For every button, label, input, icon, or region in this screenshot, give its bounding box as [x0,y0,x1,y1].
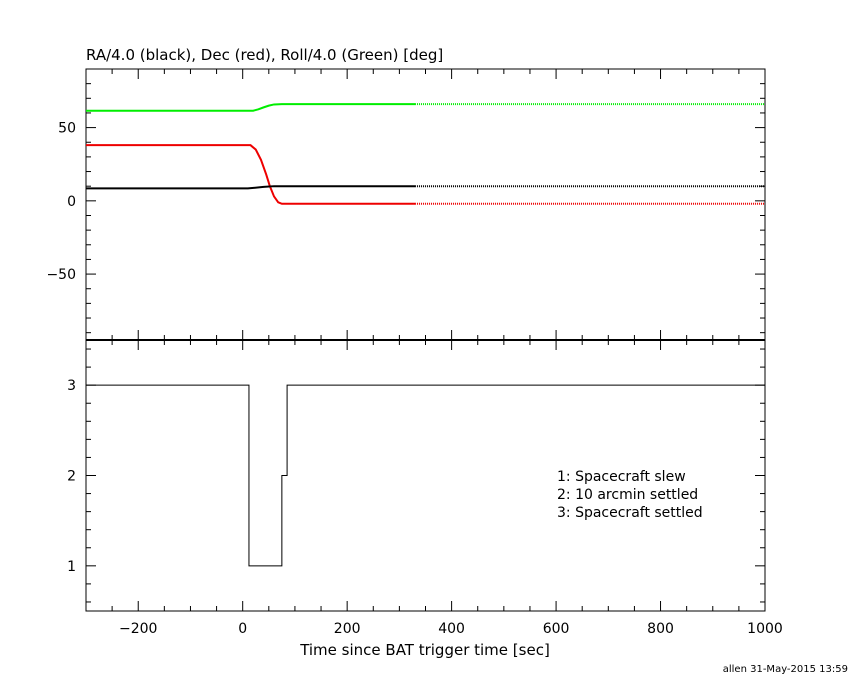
x-tick-label: 1000 [747,621,783,637]
x-tick-label: −200 [119,621,157,637]
top-series-line-1 [86,144,416,205]
top-series-group [86,103,765,205]
bottom-series-line-0 [86,384,765,567]
bottom-x-tick-labels: −200 0 200 400 600 800 1000 [119,621,783,637]
top-series-line-0 [86,103,416,112]
top-y-tick-label: 50 [58,121,76,137]
x-tick-label: 400 [438,621,465,637]
bottom-x-ticks [85,340,766,611]
top-series-line-2 [86,185,416,190]
top-panel: −50 0 50 RA/4.0 (black), Dec (red), Roll/4… [46,46,766,341]
x-tick-label: 200 [334,621,361,637]
x-tick-label: 800 [647,621,674,637]
bottom-y-tick-labels: 1 2 3 [67,378,76,575]
legend-entry-settled: 3: Spacecraft settled [557,505,703,521]
state-legend: 1: Spacecraft slew 2: 10 arcmin settled … [557,469,703,521]
top-y-tick-labels: −50 0 50 [46,121,76,283]
x-tick-label: 0 [238,621,247,637]
bottom-y-tick-label: 1 [67,559,76,575]
bottom-series-group [86,384,765,567]
legend-entry-slew: 1: Spacecraft slew [557,469,686,485]
footer-credit: allen 31-May-2015 13:59 [723,664,848,675]
top-chart-title: RA/4.0 (black), Dec (red), Roll/4.0 (Gre… [86,46,443,64]
top-y-tick-label: −50 [46,267,76,283]
top-y-tick-label: 0 [67,194,76,210]
bottom-y-tick-label: 3 [67,378,76,394]
x-tick-label: 600 [543,621,570,637]
bottom-y-tick-label: 2 [67,469,76,485]
top-x-ticks [85,69,766,340]
x-axis-title: Time since BAT trigger time [sec] [299,641,550,659]
bottom-panel: 1 2 3 −200 0 200 400 600 800 1000 Time since BAT… [67,339,783,659]
legend-entry-10arcmin: 2: 10 arcmin settled [557,487,698,503]
top-y-ticks [86,68,765,334]
